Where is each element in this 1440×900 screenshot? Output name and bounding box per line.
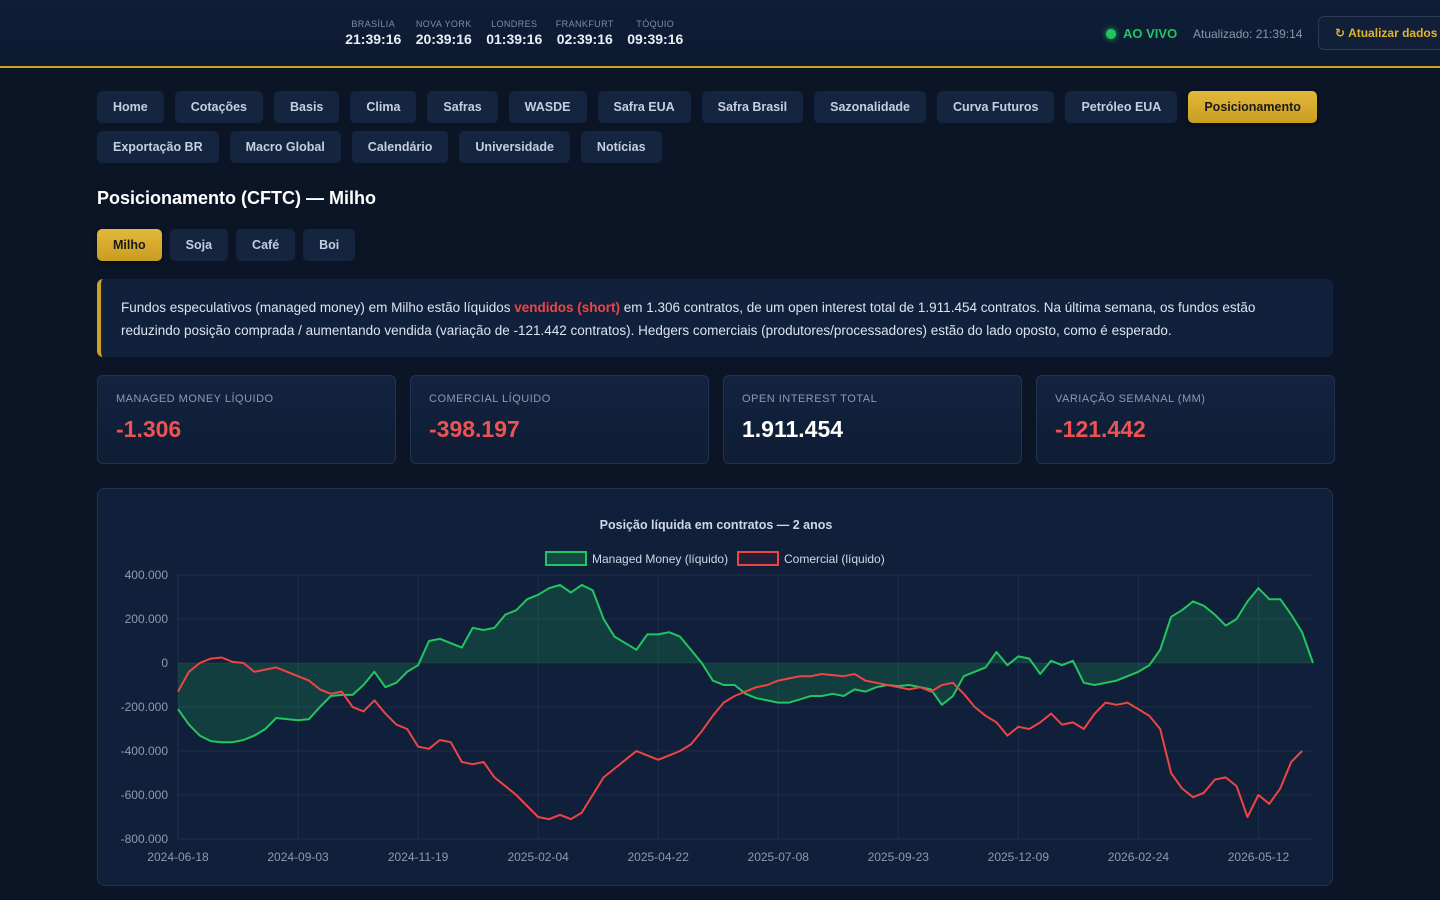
clock-nova-york: NOVA YORK 20:39:16: [409, 19, 480, 48]
commodity-tab-cafe[interactable]: Café: [236, 229, 296, 261]
summary-text-2: em 1.306 contratos, de um open interest …: [121, 300, 1256, 338]
nav-tab-macro-global[interactable]: Macro Global: [229, 131, 341, 163]
nav-tab-universidade[interactable]: Universidade: [459, 131, 570, 163]
x-tick-label: 2025-09-23: [868, 850, 930, 864]
positioning-chart: Posição líquida em contratos — 2 anos Man…: [121, 518, 1314, 864]
x-tick-label: 2025-12-09: [988, 850, 1050, 864]
y-tick-label: 400.000: [125, 568, 169, 582]
live-label: AO VIVO: [1123, 26, 1178, 41]
nav-tab-clima[interactable]: Clima: [350, 91, 417, 123]
card-value: -1.306: [116, 416, 182, 442]
summary-text-1: Fundos especulativos (managed money) em …: [121, 300, 515, 315]
card-value: -398.197: [429, 416, 520, 442]
card-weekly-change: VARIAÇÃO SEMANAL (MM) -121.442: [1036, 375, 1335, 464]
clock-city: BRASÍLIA: [351, 19, 396, 29]
page-title: Posicionamento (CFTC) — Milho: [97, 188, 376, 208]
nav-row-1: Home Cotações Basis Clima Safras WASDE Safra E…: [97, 91, 1317, 123]
nav-tab-posicionamento[interactable]: Posicionamento: [1188, 91, 1317, 123]
card-label: OPEN INTEREST TOTAL: [742, 393, 878, 405]
x-tick-label: 2025-02-04: [507, 850, 569, 864]
refresh-data-button[interactable]: ↻ Atualizar dados: [1318, 16, 1440, 50]
card-value: 1.911.454: [742, 416, 844, 442]
card-managed-money: MANAGED MONEY LÍQUIDO -1.306: [97, 375, 396, 464]
card-label: COMERCIAL LÍQUIDO: [429, 393, 551, 405]
top-bar: BRASÍLIA 21:39:16 NOVA YORK 20:39:16 LON…: [0, 0, 1440, 68]
x-tick-label: 2026-02-24: [1108, 850, 1170, 864]
legend-swatch: [545, 551, 587, 566]
legend-label: Comercial (líquido): [784, 552, 885, 566]
nav-row-2: Exportação BR Macro Global Calendário Unive…: [97, 131, 1297, 163]
nav-tab-safra-eua[interactable]: Safra EUA: [597, 91, 691, 123]
y-tick-label: -400.000: [121, 744, 169, 758]
clock-time: 02:39:16: [556, 31, 613, 47]
world-clocks: BRASÍLIA 21:39:16 NOVA YORK 20:39:16 LON…: [338, 19, 691, 48]
legend-swatch: [737, 551, 779, 566]
nav-tab-curva-futuros[interactable]: Curva Futuros: [937, 91, 1055, 123]
main-nav: Home Cotações Basis Clima Safras WASDE Safra E…: [97, 91, 1317, 171]
y-tick-label: 200.000: [125, 612, 169, 626]
refresh-icon: ↻: [1335, 26, 1346, 40]
y-tick-label: -800.000: [121, 832, 169, 846]
series-line-managed-money-liquido: [177, 583, 1314, 744]
card-label: VARIAÇÃO SEMANAL (MM): [1055, 393, 1206, 405]
clock-time: 20:39:16: [415, 31, 472, 47]
nav-tab-basis[interactable]: Basis: [274, 91, 340, 123]
refresh-label: Atualizar dados: [1348, 26, 1438, 40]
x-tick-label: 2024-11-19: [388, 850, 449, 864]
last-updated: Atualizado: 21:39:14: [1193, 27, 1303, 41]
nav-tab-safra-brasil[interactable]: Safra Brasil: [701, 91, 804, 123]
x-tick-label: 2024-06-18: [147, 850, 209, 864]
nav-tab-petroleo-eua[interactable]: Petróleo EUA: [1065, 91, 1178, 123]
x-tick-label: 2025-04-22: [627, 850, 689, 864]
card-open-interest: OPEN INTEREST TOTAL 1.911.454: [723, 375, 1022, 464]
clock-city: NOVA YORK: [415, 19, 472, 29]
nav-tab-home[interactable]: Home: [97, 91, 164, 123]
positioning-summary: Fundos especulativos (managed money) em …: [97, 279, 1333, 357]
commodity-tabs: Milho Soja Café Boi: [97, 229, 363, 261]
series-fill-managed-money-liquido: [178, 584, 1313, 743]
series-line-comercial-liquido: [177, 656, 1303, 821]
metric-cards: MANAGED MONEY LÍQUIDO -1.306 COMERCIAL L…: [97, 375, 1335, 464]
clock-brasilia: BRASÍLIA 21:39:16: [338, 19, 409, 48]
clock-time: 09:39:16: [627, 31, 684, 47]
live-indicator: AO VIVO: [1106, 26, 1177, 41]
nav-tab-safras[interactable]: Safras: [427, 91, 498, 123]
clock-frankfurt: FRANKFURT 02:39:16: [550, 19, 621, 48]
commodity-tab-soja[interactable]: Soja: [169, 229, 229, 261]
x-tick-label: 2024-09-03: [267, 850, 329, 864]
summary-highlight: vendidos (short): [514, 300, 620, 315]
clock-city: TÓQUIO: [636, 19, 675, 29]
card-value: -121.442: [1055, 416, 1146, 442]
legend-label: Managed Money (líquido): [592, 552, 728, 566]
nav-tab-wasde[interactable]: WASDE: [508, 91, 587, 123]
commodity-tab-milho[interactable]: Milho: [97, 229, 162, 261]
clock-londres: LONDRES 01:39:16: [479, 19, 550, 48]
x-tick-label: 2026-05-12: [1228, 850, 1290, 864]
clock-time: 01:39:16: [486, 31, 543, 47]
nav-tab-exportacao-br[interactable]: Exportação BR: [97, 131, 219, 163]
y-tick-label: 0: [161, 656, 168, 670]
clock-city: FRANKFURT: [555, 19, 614, 29]
live-dot-icon: [1106, 28, 1116, 39]
clock-toquio: TÓQUIO 09:39:16: [620, 19, 691, 48]
y-tick-label: -200.000: [121, 700, 169, 714]
clock-city: LONDRES: [491, 19, 538, 29]
nav-tab-sazonalidade[interactable]: Sazonalidade: [814, 91, 927, 123]
clock-time: 21:39:16: [345, 31, 402, 47]
nav-tab-cotacoes[interactable]: Cotações: [174, 91, 264, 123]
nav-tab-noticias[interactable]: Notícias: [580, 131, 662, 163]
y-tick-label: -600.000: [121, 788, 169, 802]
chart-title: Posição líquida em contratos — 2 anos: [600, 518, 833, 532]
card-comercial: COMERCIAL LÍQUIDO -398.197: [410, 375, 709, 464]
card-label: MANAGED MONEY LÍQUIDO: [116, 393, 274, 405]
commodity-tab-boi[interactable]: Boi: [303, 229, 356, 261]
x-tick-label: 2025-07-08: [748, 850, 810, 864]
nav-tab-calendario[interactable]: Calendário: [351, 131, 449, 163]
positioning-chart-card: Posição líquida em contratos — 2 anos Man…: [97, 488, 1333, 886]
